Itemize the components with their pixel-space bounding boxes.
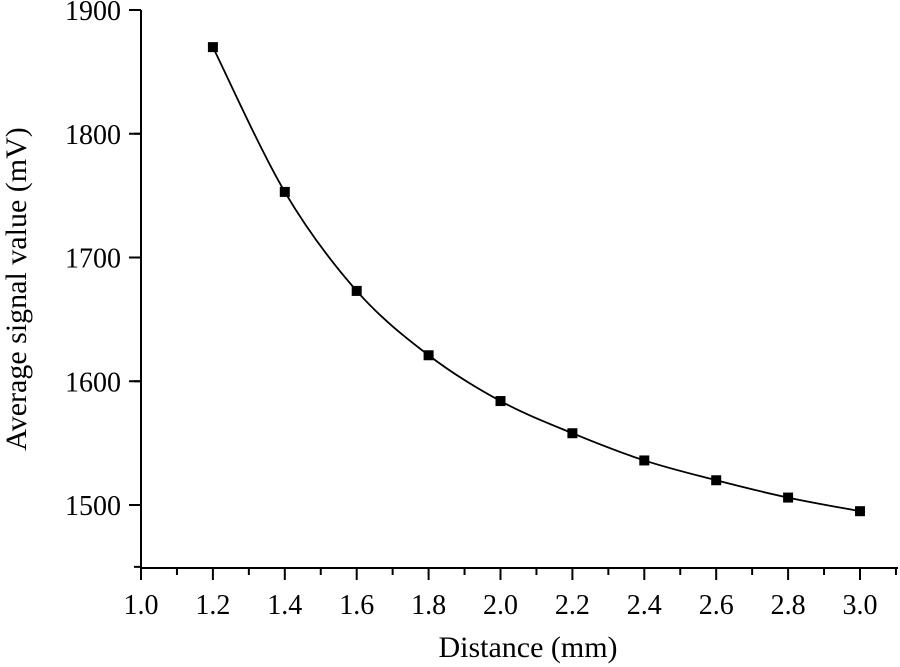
- data-point: [351, 285, 362, 296]
- data-point: [279, 186, 290, 197]
- y-tick-label: 1500: [65, 491, 121, 522]
- data-point: [855, 506, 865, 517]
- y-tick-label: 1900: [65, 0, 121, 27]
- x-tick-label: 2.8: [771, 590, 806, 621]
- data-point: [495, 396, 506, 407]
- series-line: [212, 46, 861, 513]
- data-point: [567, 428, 578, 439]
- markers: [207, 42, 865, 517]
- data-point: [783, 492, 794, 503]
- x-tick-label: 2.0: [483, 590, 518, 621]
- x-tick-labels: 1.0 1.2 1.4 1.6 1.8 2.0 2.2 2.4 2.6 2.8 3.0: [124, 590, 878, 621]
- x-tick-label: 1.0: [124, 590, 159, 621]
- data-point: [423, 350, 434, 361]
- x-tick-label: 1.4: [267, 590, 302, 621]
- x-tick-label: 2.6: [699, 590, 734, 621]
- y-tick-labels: 1500 1600 1700 1800 1900: [65, 0, 121, 522]
- x-tick-label: 2.4: [627, 590, 662, 621]
- data-point: [207, 42, 218, 53]
- x-tick-label: 2.2: [555, 590, 590, 621]
- x-axis-title: Distance (mm): [438, 631, 617, 664]
- y-tick-label: 1700: [65, 244, 121, 275]
- y-tick-label: 1600: [65, 367, 121, 398]
- x-tick-label: 3.0: [843, 590, 878, 621]
- ticks: [129, 9, 897, 580]
- y-axis-title: Average signal value (mV): [0, 127, 33, 450]
- data-point: [639, 455, 650, 466]
- x-tick-label: 1.8: [411, 590, 446, 621]
- data-point: [711, 475, 722, 486]
- axes: [140, 10, 898, 569]
- x-tick-label: 1.6: [339, 590, 374, 621]
- x-tick-label: 1.2: [195, 590, 230, 621]
- y-tick-label: 1800: [65, 120, 121, 151]
